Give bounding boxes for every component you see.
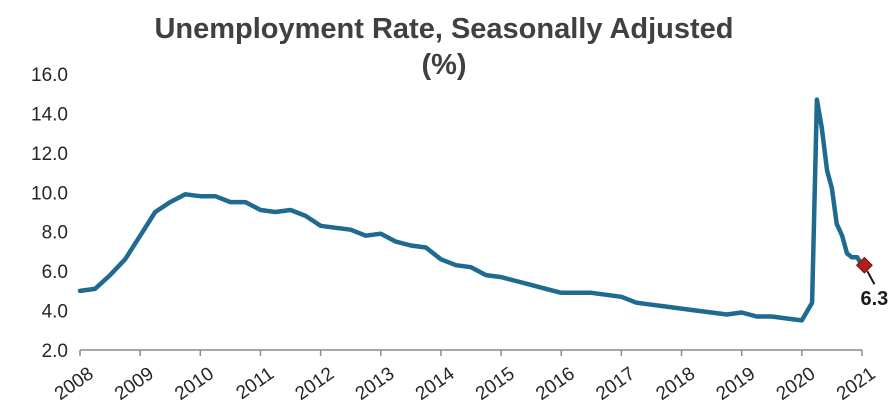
x-tick-label: 2010 (171, 363, 218, 404)
y-axis-ticks: 2.0 4.0 6.0 8.0 10.0 12.0 14.0 16.0 (31, 65, 68, 362)
annotation-label: 6.3 (860, 288, 888, 310)
y-tick-label: 16.0 (31, 65, 68, 86)
y-tick-label: 12.0 (31, 144, 68, 165)
unemployment-series-line (77, 97, 867, 323)
x-tick-label: 2011 (233, 363, 279, 404)
y-tick-label: 6.0 (42, 262, 68, 283)
y-tick-label: 8.0 (42, 223, 68, 244)
x-tick-label: 2018 (652, 363, 699, 404)
x-tick-label: 2013 (352, 363, 399, 404)
x-tick-label: 2020 (773, 363, 820, 404)
chart-title-line2: (%) (421, 49, 466, 81)
x-tick-label: 2017 (592, 363, 639, 404)
y-tick-label: 2.0 (42, 341, 68, 362)
chart-title-line1: Unemployment Rate, Seasonally Adjusted (154, 13, 733, 45)
x-tick-label: 2009 (111, 363, 158, 404)
x-tick-label: 2014 (412, 363, 459, 405)
x-tick-label: 2016 (532, 363, 579, 404)
x-axis-ticks: 2008 2009 2010 2011 2012 2013 2014 2015 2016 2017… (51, 350, 880, 405)
x-tick-label: 2021 (833, 363, 880, 404)
x-tick-label: 2008 (51, 363, 98, 404)
latest-value-marker (855, 256, 873, 274)
y-tick-label: 10.0 (31, 183, 68, 204)
x-tick-label: 2012 (292, 363, 339, 404)
y-tick-label: 14.0 (31, 104, 68, 125)
annotation-leader-line (866, 270, 876, 285)
x-tick-label: 2015 (472, 363, 519, 404)
y-tick-label: 4.0 (42, 302, 68, 323)
x-tick-label: 2019 (713, 363, 760, 404)
